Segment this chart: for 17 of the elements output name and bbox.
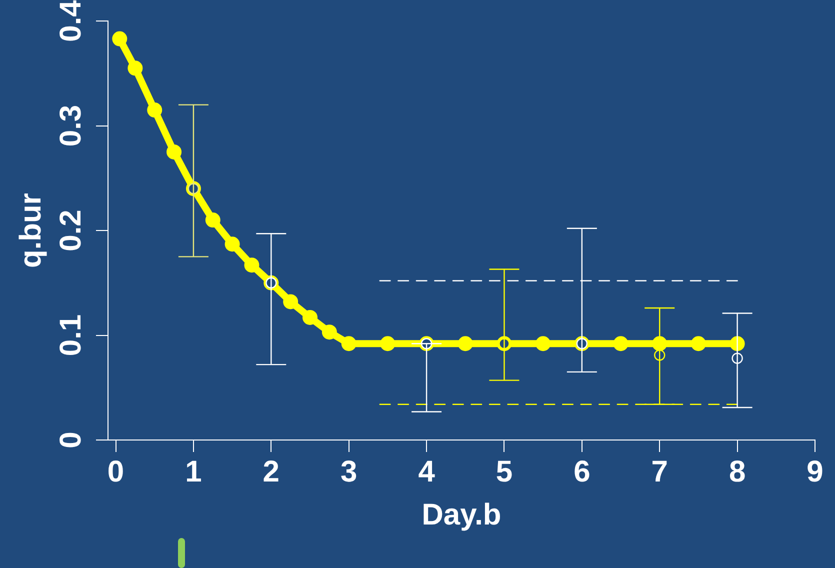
x-tick-label: 7	[651, 455, 668, 488]
x-tick-label: 3	[340, 455, 358, 488]
x-tick-label: 9	[806, 455, 824, 488]
x-tick-label: 4	[418, 455, 436, 488]
x-axis-title: Day.b	[422, 498, 502, 532]
x-tick-label: 0	[107, 455, 124, 488]
y-tick-label: 0.3	[54, 104, 88, 147]
y-tick-label: 0.2	[54, 210, 88, 252]
x-tick-label: 1	[185, 455, 202, 488]
y-axis-title: q.bur	[14, 192, 48, 268]
x-tick-label: 6	[574, 455, 590, 488]
y-tick-label: 0	[54, 432, 88, 448]
x-tick-label: 5	[496, 455, 513, 488]
y-tick-label: 0.1	[54, 314, 88, 356]
x-tick-label: 2	[262, 455, 280, 488]
x-tick-label: 8	[728, 455, 746, 488]
y-tick-label: 0.4	[54, 0, 88, 42]
